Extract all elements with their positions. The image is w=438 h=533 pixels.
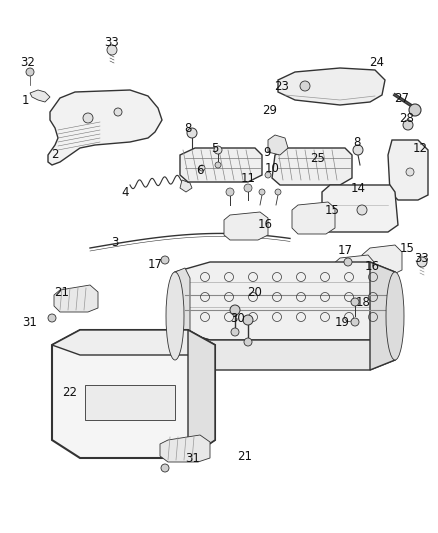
Circle shape [244, 184, 252, 192]
Polygon shape [268, 135, 288, 155]
Circle shape [259, 189, 265, 195]
Circle shape [406, 168, 414, 176]
Text: 25: 25 [311, 151, 325, 165]
Polygon shape [272, 148, 352, 185]
Ellipse shape [386, 272, 404, 360]
Circle shape [244, 338, 252, 346]
Circle shape [403, 120, 413, 130]
Polygon shape [292, 202, 335, 234]
Text: 19: 19 [335, 316, 350, 328]
Circle shape [226, 188, 234, 196]
Polygon shape [362, 245, 402, 275]
Circle shape [275, 189, 281, 195]
Polygon shape [48, 90, 162, 165]
Text: 20: 20 [247, 286, 262, 298]
Text: 17: 17 [338, 244, 353, 256]
Text: 21: 21 [237, 450, 252, 464]
Circle shape [26, 68, 34, 76]
Text: 24: 24 [370, 55, 385, 69]
Polygon shape [175, 268, 190, 360]
Text: 31: 31 [23, 316, 37, 328]
Text: 6: 6 [196, 164, 204, 176]
Polygon shape [85, 385, 175, 420]
Ellipse shape [166, 272, 184, 360]
Text: 22: 22 [63, 385, 78, 399]
Text: 8: 8 [353, 136, 360, 149]
Circle shape [265, 172, 271, 178]
Text: 17: 17 [148, 259, 162, 271]
Text: 23: 23 [275, 79, 290, 93]
Text: 29: 29 [262, 103, 278, 117]
Text: 11: 11 [240, 172, 255, 184]
Circle shape [114, 108, 122, 116]
Circle shape [231, 328, 239, 336]
Text: 2: 2 [51, 149, 59, 161]
Polygon shape [52, 330, 215, 458]
Text: 27: 27 [395, 92, 410, 104]
Text: 14: 14 [350, 182, 365, 195]
Polygon shape [332, 255, 374, 282]
Circle shape [344, 258, 352, 266]
Circle shape [161, 256, 169, 264]
Text: 10: 10 [265, 161, 279, 174]
Polygon shape [54, 285, 98, 312]
Circle shape [83, 113, 93, 123]
Circle shape [214, 146, 222, 154]
Text: 33: 33 [415, 252, 429, 264]
Circle shape [107, 45, 117, 55]
Circle shape [215, 162, 221, 168]
Circle shape [199, 165, 205, 171]
Circle shape [187, 128, 197, 138]
Text: 21: 21 [54, 287, 70, 300]
Polygon shape [224, 212, 268, 240]
Polygon shape [30, 90, 50, 102]
Text: 1: 1 [21, 93, 29, 107]
Text: 31: 31 [186, 451, 201, 464]
Text: 16: 16 [364, 261, 379, 273]
Polygon shape [175, 262, 395, 340]
Polygon shape [388, 140, 428, 200]
Text: 8: 8 [184, 122, 192, 134]
Circle shape [351, 298, 359, 306]
Polygon shape [175, 330, 395, 370]
Text: 9: 9 [263, 146, 271, 158]
Polygon shape [322, 185, 398, 232]
Circle shape [230, 305, 240, 315]
Circle shape [409, 104, 421, 116]
Circle shape [353, 145, 363, 155]
Text: 32: 32 [21, 55, 35, 69]
Circle shape [417, 257, 427, 267]
Text: 4: 4 [121, 185, 129, 198]
Text: 12: 12 [413, 141, 427, 155]
Polygon shape [188, 330, 215, 458]
Text: 3: 3 [111, 236, 119, 248]
Circle shape [161, 464, 169, 472]
Text: 15: 15 [325, 204, 339, 216]
Text: 16: 16 [258, 219, 272, 231]
Polygon shape [278, 68, 385, 105]
Circle shape [357, 205, 367, 215]
Polygon shape [52, 330, 215, 355]
Circle shape [48, 314, 56, 322]
Text: 5: 5 [211, 141, 219, 155]
Text: 30: 30 [231, 311, 245, 325]
Polygon shape [180, 148, 262, 182]
Circle shape [243, 315, 253, 325]
Text: 15: 15 [399, 241, 414, 254]
Polygon shape [160, 435, 210, 462]
Text: 33: 33 [105, 36, 120, 49]
Text: 18: 18 [356, 295, 371, 309]
Circle shape [351, 318, 359, 326]
Polygon shape [370, 262, 395, 370]
Circle shape [300, 81, 310, 91]
Polygon shape [180, 180, 192, 192]
Text: 28: 28 [399, 111, 414, 125]
